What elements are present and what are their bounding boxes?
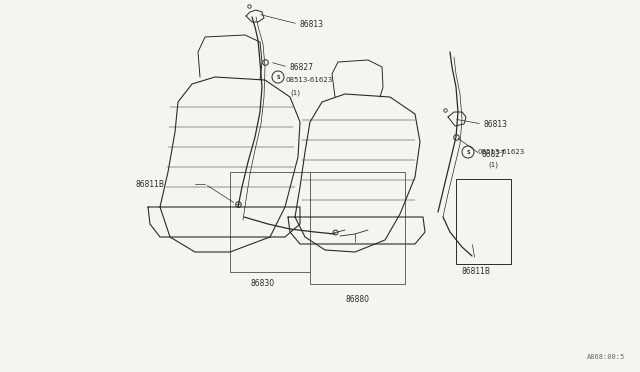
Text: 86827: 86827 — [290, 62, 314, 71]
Text: S: S — [467, 150, 470, 154]
Text: 08513-61623: 08513-61623 — [285, 77, 332, 83]
Text: 86811B: 86811B — [462, 267, 491, 276]
Bar — [230, 172, 310, 272]
Bar — [456, 179, 511, 264]
Text: 86813: 86813 — [300, 19, 324, 29]
Text: 86811B: 86811B — [135, 180, 164, 189]
Text: 86830: 86830 — [251, 279, 275, 289]
Text: S: S — [276, 74, 280, 80]
Text: 86813: 86813 — [484, 119, 508, 128]
Text: (1): (1) — [290, 90, 300, 96]
Text: (1): (1) — [488, 162, 498, 168]
Text: 08513-61623: 08513-61623 — [478, 149, 525, 155]
Text: 86880: 86880 — [346, 295, 370, 305]
Text: 86827: 86827 — [482, 150, 506, 158]
Text: A868:00:5: A868:00:5 — [587, 354, 625, 360]
Bar — [310, 172, 405, 284]
